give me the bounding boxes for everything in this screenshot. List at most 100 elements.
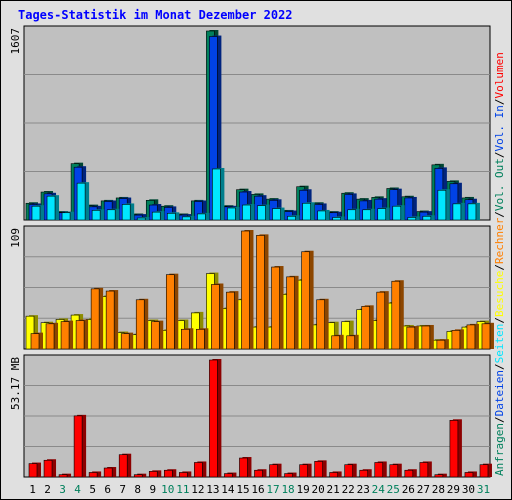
legend-entry: / (493, 151, 506, 158)
bar (148, 471, 158, 478)
bar (479, 464, 489, 478)
bar (197, 213, 206, 221)
legend-entry: / (493, 264, 506, 271)
bar (316, 299, 325, 350)
bar (392, 205, 402, 221)
axis-max-label: 109 (9, 228, 22, 248)
bar (299, 464, 308, 478)
bar (421, 325, 431, 350)
day-label: 27 (417, 483, 430, 496)
bar (451, 330, 461, 350)
bar (452, 203, 462, 221)
day-label: 1 (29, 483, 36, 496)
panel-bottom: 53.17 MB (9, 354, 492, 478)
panel-top: 1607 (9, 25, 491, 221)
bar (302, 202, 311, 221)
bar (91, 210, 101, 221)
bar (241, 230, 250, 350)
day-label: 20 (312, 483, 325, 496)
bar (362, 209, 372, 221)
bar (376, 291, 386, 350)
bar (211, 284, 220, 350)
panel-middle: 109 (9, 225, 494, 350)
bar (287, 215, 296, 221)
legend-entry: / (493, 416, 506, 423)
day-label: 16 (251, 483, 264, 496)
day-label: 5 (89, 483, 96, 496)
day-label: 13 (206, 483, 219, 496)
legend-entry: / (493, 98, 506, 105)
bar (481, 323, 491, 350)
legend-entry: Volumen (493, 52, 506, 98)
bar (90, 288, 100, 350)
day-label: 26 (402, 483, 415, 496)
legend-entry: / (493, 317, 506, 324)
day-label: 15 (236, 483, 249, 496)
day-label: 10 (161, 483, 174, 496)
bar (60, 321, 70, 350)
day-label: 2 (44, 483, 51, 496)
bar (344, 464, 353, 478)
bar (196, 328, 205, 350)
bar (359, 469, 369, 478)
bar (226, 291, 235, 350)
day-label: 7 (119, 483, 126, 496)
bar (389, 464, 399, 478)
bar (181, 328, 190, 350)
bar (437, 189, 447, 221)
series-seiten (31, 167, 480, 221)
bar (257, 205, 266, 221)
chart-title: Tages-Statistik im Monat Dezember 2022 (18, 8, 293, 22)
bar (73, 415, 83, 478)
bar (120, 333, 130, 350)
chart-panels: 1607 109 53.17 MB (9, 25, 494, 478)
bar (377, 208, 387, 221)
day-label: 31 (477, 483, 490, 496)
bar (347, 209, 356, 221)
day-label: 29 (447, 483, 460, 496)
bar (136, 217, 146, 221)
legend-entry: Vol. Out (493, 158, 506, 211)
bar (374, 462, 384, 478)
bar (133, 474, 143, 478)
bar (329, 472, 338, 478)
bar (106, 209, 116, 221)
bar (242, 204, 251, 221)
day-label: 30 (462, 483, 475, 496)
day-label: 8 (134, 483, 141, 496)
bar (284, 473, 293, 478)
bar (43, 459, 53, 478)
bar (31, 205, 41, 221)
series-volumen (28, 359, 492, 478)
bar (272, 208, 281, 221)
bar (194, 462, 203, 478)
bar (30, 333, 40, 350)
bar (391, 280, 401, 350)
bar (254, 469, 263, 478)
legend-entry: Dateien (493, 370, 506, 416)
bar (361, 306, 371, 350)
day-label: 6 (104, 483, 111, 496)
bar (28, 463, 38, 478)
bar (135, 299, 145, 350)
bar (103, 467, 113, 478)
legend-entry: / (493, 363, 506, 370)
bar (314, 461, 323, 478)
bar (105, 290, 115, 350)
bar (88, 472, 98, 478)
bar (332, 217, 341, 221)
series-rechner (30, 230, 494, 350)
right-series-legend: Anfragen/Dateien/Seiten/Besuche/Rechner/… (493, 52, 506, 476)
bar (179, 472, 188, 478)
bar (467, 203, 477, 221)
bar (422, 215, 432, 221)
bar (404, 469, 414, 478)
legend-entry: Anfragen (493, 423, 506, 476)
bar (118, 454, 128, 478)
bar (46, 195, 56, 221)
bar (165, 274, 175, 350)
bar (75, 320, 85, 350)
bar (182, 216, 191, 221)
bar (434, 474, 444, 478)
day-label: 12 (191, 483, 204, 496)
